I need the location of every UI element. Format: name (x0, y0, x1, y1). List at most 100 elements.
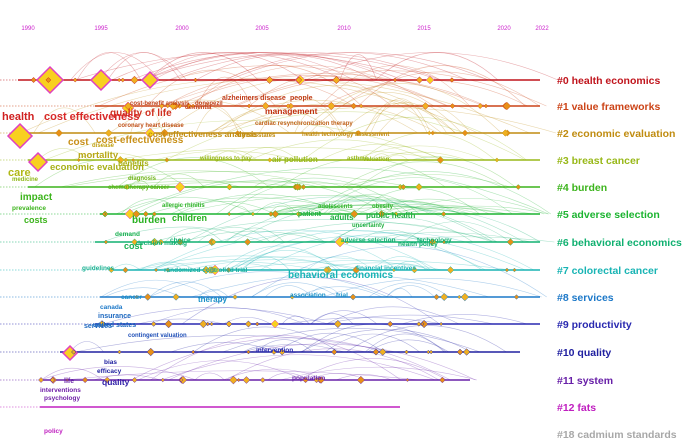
reference-node[interactable] (334, 236, 346, 248)
reference-node[interactable] (89, 68, 113, 92)
reference-node[interactable] (160, 377, 165, 383)
reference-node[interactable] (225, 266, 232, 274)
reference-node[interactable] (391, 267, 397, 273)
reference-node[interactable] (81, 376, 89, 384)
reference-node[interactable] (117, 349, 122, 355)
reference-node[interactable] (295, 76, 303, 84)
reference-node[interactable] (502, 101, 512, 111)
reference-node[interactable] (153, 267, 159, 273)
reference-node[interactable] (289, 294, 295, 300)
reference-node[interactable] (131, 158, 136, 162)
reference-node[interactable] (130, 75, 139, 85)
reference-node[interactable] (513, 294, 520, 300)
reference-node[interactable] (293, 183, 302, 191)
reference-node[interactable] (440, 292, 449, 302)
reference-node[interactable] (146, 347, 155, 357)
reference-node[interactable] (131, 238, 139, 246)
reference-node[interactable] (234, 130, 241, 136)
reference-node[interactable] (430, 130, 436, 136)
reference-node[interactable] (415, 183, 423, 191)
reference-node[interactable] (236, 377, 241, 383)
reference-node[interactable] (404, 349, 409, 355)
reference-node[interactable] (416, 321, 422, 327)
reference-node[interactable] (164, 157, 170, 163)
reference-node[interactable] (271, 210, 280, 218)
reference-node[interactable] (439, 376, 446, 384)
reference-node[interactable] (387, 320, 394, 328)
reference-node[interactable] (38, 377, 44, 383)
reference-node[interactable] (143, 293, 152, 301)
reference-node[interactable] (151, 211, 158, 217)
reference-node[interactable] (120, 77, 126, 83)
reference-node[interactable] (226, 183, 233, 191)
reference-node[interactable] (278, 348, 286, 356)
reference-node[interactable] (483, 103, 489, 109)
reference-node[interactable] (494, 157, 500, 163)
reference-node[interactable] (250, 211, 256, 217)
reference-node[interactable] (165, 103, 170, 109)
reference-node[interactable] (190, 349, 196, 355)
reference-node[interactable] (55, 129, 63, 137)
reference-node[interactable] (199, 319, 208, 329)
reference-node[interactable] (227, 211, 232, 217)
reference-node[interactable] (244, 320, 252, 328)
reference-node[interactable] (225, 320, 233, 328)
reference-node[interactable] (193, 77, 198, 83)
reference-node[interactable] (164, 319, 173, 329)
reference-node[interactable] (116, 156, 125, 164)
reference-node[interactable] (501, 129, 509, 137)
reference-node[interactable] (158, 103, 165, 109)
reference-node[interactable] (506, 238, 515, 246)
reference-node[interactable] (270, 319, 280, 329)
reference-node[interactable] (356, 375, 366, 385)
reference-node[interactable] (108, 266, 115, 274)
reference-node[interactable] (124, 102, 133, 110)
reference-node[interactable] (449, 103, 456, 109)
reference-node[interactable] (259, 377, 266, 383)
reference-node[interactable] (132, 209, 141, 219)
reference-node[interactable] (185, 102, 192, 110)
reference-node[interactable] (117, 77, 122, 83)
reference-node[interactable] (358, 103, 364, 109)
reference-node[interactable] (150, 239, 157, 245)
reference-node[interactable] (327, 101, 336, 111)
reference-node[interactable] (176, 238, 184, 246)
reference-node[interactable] (350, 209, 359, 219)
reference-node[interactable] (415, 76, 424, 84)
reference-node[interactable] (295, 211, 302, 217)
reference-node[interactable] (461, 129, 469, 137)
reference-node[interactable] (440, 211, 447, 217)
reference-node[interactable] (30, 77, 37, 83)
reference-node[interactable] (134, 294, 139, 300)
reference-node[interactable] (172, 293, 180, 301)
reference-node[interactable] (267, 157, 273, 163)
reference-node[interactable] (27, 151, 49, 173)
reference-node[interactable] (268, 211, 274, 217)
reference-node[interactable] (420, 321, 425, 327)
reference-node[interactable] (285, 103, 291, 109)
reference-node[interactable] (460, 292, 470, 302)
reference-node[interactable] (462, 348, 471, 356)
reference-node[interactable] (477, 103, 484, 109)
reference-node[interactable] (104, 129, 113, 137)
reference-node[interactable] (317, 376, 325, 384)
reference-node[interactable] (103, 376, 111, 384)
reference-node[interactable] (265, 76, 274, 84)
reference-node[interactable] (428, 349, 434, 355)
reference-node[interactable] (229, 375, 238, 385)
reference-node[interactable] (76, 157, 81, 163)
reference-node[interactable] (103, 239, 109, 245)
reference-node[interactable] (302, 376, 309, 384)
reference-node[interactable] (131, 377, 138, 383)
reference-node[interactable] (350, 102, 357, 110)
reference-node[interactable] (421, 102, 430, 110)
reference-node[interactable] (174, 181, 186, 193)
reference-node[interactable] (124, 184, 130, 190)
reference-node[interactable] (246, 349, 251, 355)
reference-node[interactable] (72, 77, 78, 83)
reference-node[interactable] (446, 266, 455, 274)
reference-node[interactable] (433, 293, 440, 301)
reference-node[interactable] (332, 75, 341, 85)
reference-node[interactable] (205, 321, 210, 327)
reference-node[interactable] (378, 348, 387, 356)
